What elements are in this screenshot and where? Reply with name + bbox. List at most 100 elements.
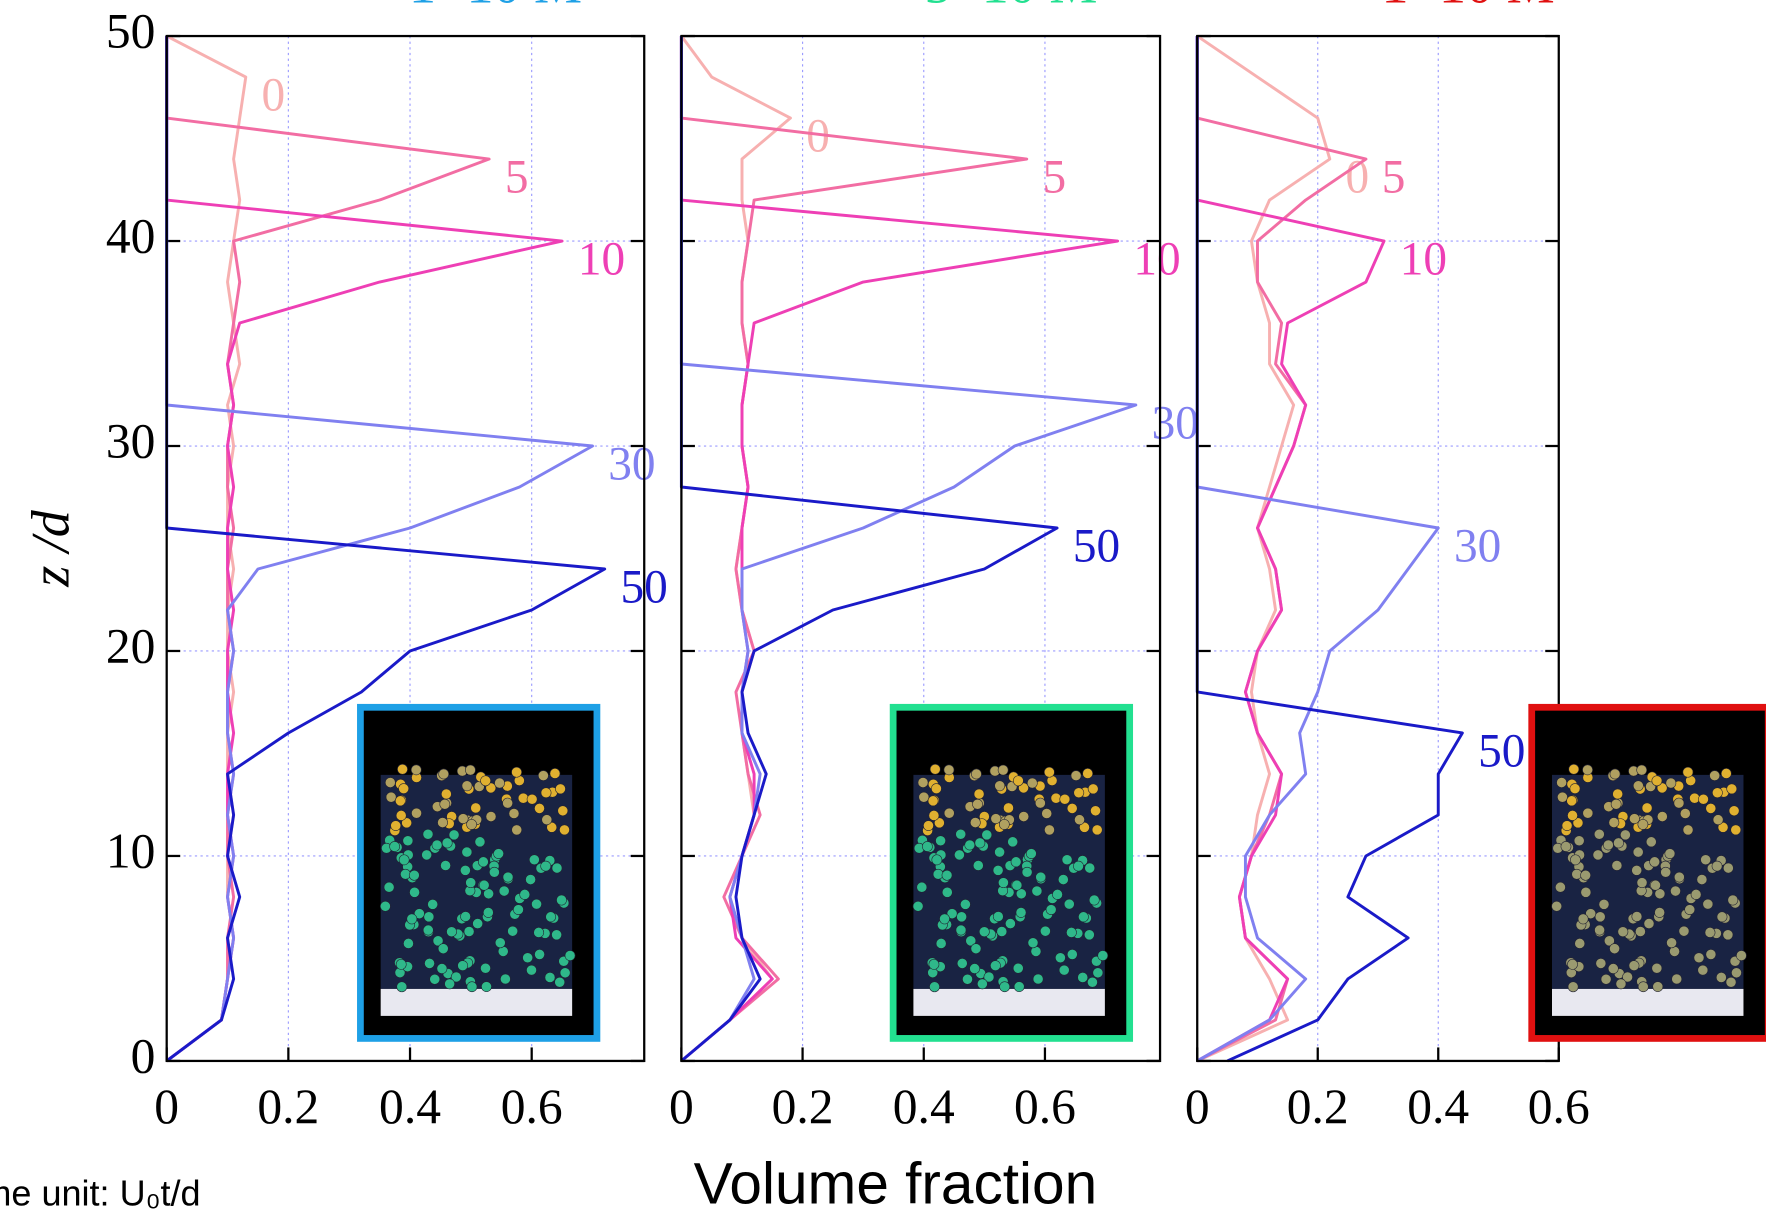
x-tick-label: 0.6 [501, 1079, 563, 1134]
inset-particle [1082, 768, 1094, 779]
inset-particle [1057, 874, 1069, 885]
inset-particle [1610, 798, 1622, 810]
inset-particle [480, 962, 491, 974]
inset-particle [551, 929, 562, 941]
inset-particle [1682, 824, 1694, 836]
inset-particle [507, 925, 519, 937]
inset-particle [965, 935, 977, 947]
inset-particle [956, 958, 968, 969]
data-line [165, 34, 248, 1063]
inset-particle [1566, 795, 1578, 807]
y-tick-label: 20 [106, 618, 156, 673]
inset-particle [494, 777, 505, 789]
inset-particle [466, 819, 477, 830]
x-tick-label: 0 [1185, 1079, 1210, 1134]
series-label: 30 [1454, 520, 1501, 572]
inset-particle [916, 881, 928, 893]
inset-particle [526, 964, 537, 976]
inset-particle [1087, 976, 1098, 988]
inset-particle [1580, 869, 1591, 881]
inset-particle [1643, 918, 1655, 929]
inset-particle [1628, 960, 1640, 971]
inset-particle [1609, 768, 1621, 780]
inset-particle [1711, 860, 1723, 872]
inset-particle [1620, 829, 1631, 841]
inset-particle [923, 820, 934, 831]
inset-particle [964, 839, 976, 851]
inset-particle [390, 820, 402, 831]
plot-frame [680, 34, 1162, 1063]
inset-particle [397, 763, 408, 775]
inset-particle [1010, 856, 1022, 868]
inset-floor [380, 988, 573, 1016]
inset-particle [1649, 856, 1661, 868]
inset-particle [1664, 848, 1676, 859]
x-tick-label: 0.6 [1528, 1079, 1590, 1134]
inset-particle [1027, 937, 1039, 949]
inset-particle [1654, 888, 1666, 900]
inset-particle [1585, 908, 1597, 920]
y-tick-label: 0 [131, 1028, 156, 1083]
inset-particle [931, 854, 943, 866]
inset-particle [466, 981, 478, 993]
inset-particle [972, 798, 983, 810]
inset-particle [545, 911, 557, 923]
inset-particle [1678, 925, 1690, 937]
inset-particle [990, 813, 1002, 824]
inset-particle [1728, 805, 1740, 817]
inset-particle [1631, 911, 1643, 922]
inset-particle [1092, 967, 1104, 979]
inset-particle [1705, 949, 1717, 960]
inset-image [357, 703, 601, 1042]
inset-particle [457, 960, 469, 971]
inset-particle [531, 898, 542, 910]
inset-particle [1631, 865, 1643, 876]
inset-particle [1682, 766, 1694, 778]
inset-particle [1073, 860, 1084, 872]
inset-particle [1612, 788, 1624, 800]
inset-particle [383, 881, 395, 893]
inset-particle [444, 978, 455, 990]
inset-particle [432, 935, 444, 947]
inset-particle [1041, 808, 1053, 819]
inset-particle [436, 963, 448, 974]
inset-particle [1673, 797, 1685, 809]
inset-particle [935, 835, 946, 847]
series-label: 30 [608, 438, 655, 490]
inset-particle [929, 763, 941, 775]
inset-particle [431, 839, 443, 851]
inset-particle [1061, 854, 1073, 866]
inset-particle [500, 973, 511, 985]
inset-particle [1690, 889, 1702, 900]
plot-frame [165, 34, 646, 1063]
inset-particle [1671, 973, 1683, 985]
inset-particle [1684, 904, 1696, 915]
inset-particle [401, 817, 412, 829]
series-label: 0 [806, 110, 830, 162]
inset-particle [1629, 813, 1640, 824]
inset-particle [502, 797, 513, 809]
inset-particle [1582, 807, 1594, 819]
inset-particle [457, 813, 469, 824]
inset-particle [482, 907, 494, 918]
inset-particle [1556, 777, 1567, 788]
inset-particle [1712, 814, 1724, 826]
inset-particle [398, 783, 410, 794]
inset-particle [994, 846, 1005, 858]
inset-particle [955, 828, 967, 840]
inset-particle [396, 981, 408, 993]
inset-particle [970, 943, 982, 955]
inset-particle [557, 805, 569, 817]
inset-particle [1032, 973, 1044, 985]
inset-particle [943, 807, 955, 819]
inset-particle [559, 967, 571, 979]
inset-particle [998, 819, 1010, 830]
inset-particle [1656, 811, 1668, 822]
inset-particle [402, 835, 414, 847]
inset-particle [1055, 952, 1066, 964]
inset-particle [969, 963, 981, 974]
inset-particle [489, 866, 500, 878]
data-line [1195, 36, 1368, 1063]
inset-particle [481, 981, 492, 993]
